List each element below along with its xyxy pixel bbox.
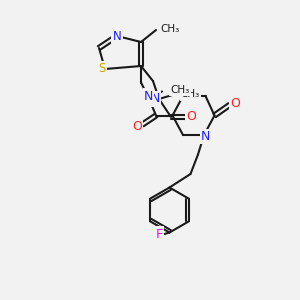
Text: S: S bbox=[98, 62, 106, 76]
Text: N: N bbox=[112, 29, 122, 43]
Text: F: F bbox=[155, 227, 163, 241]
Text: CH₃: CH₃ bbox=[170, 85, 190, 95]
Text: N: N bbox=[201, 130, 210, 143]
Text: N: N bbox=[151, 92, 160, 106]
Text: O: O bbox=[186, 110, 196, 124]
Text: N: N bbox=[144, 89, 153, 103]
Text: CH₃: CH₃ bbox=[181, 89, 200, 100]
Text: CH₃: CH₃ bbox=[160, 23, 180, 34]
Text: O: O bbox=[230, 97, 240, 110]
Text: O: O bbox=[132, 119, 142, 133]
